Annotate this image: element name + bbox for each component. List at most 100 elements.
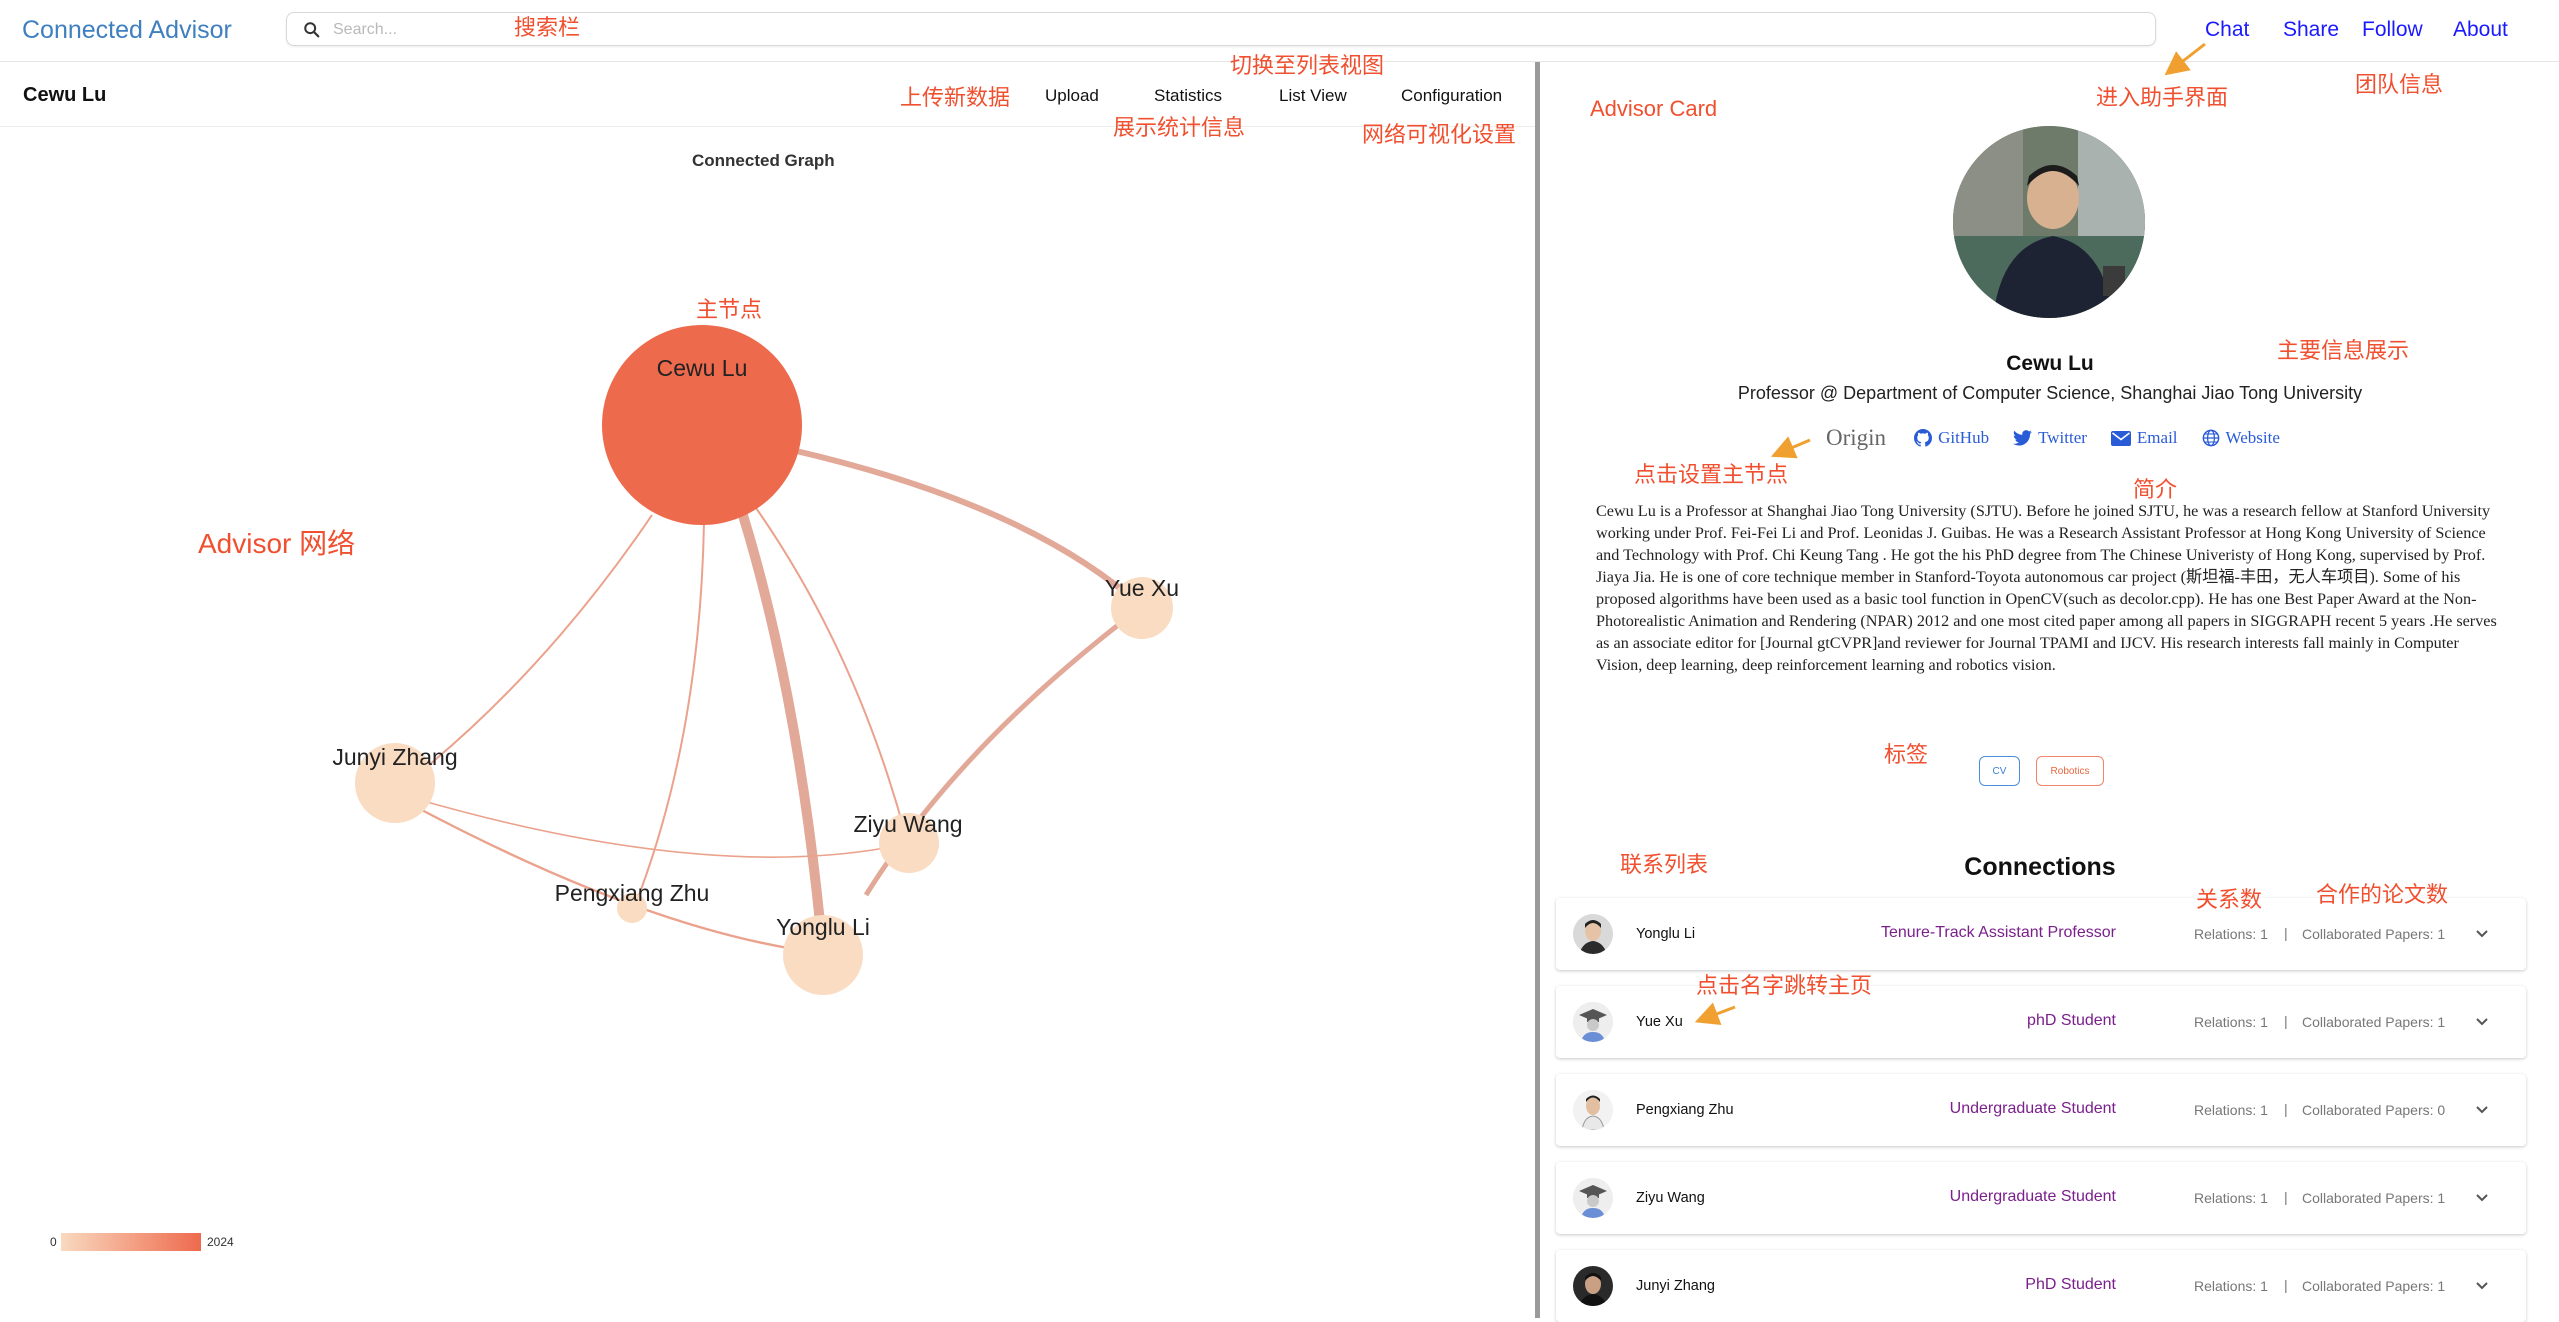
node-label-cewu-lu: Cewu Lu [657, 355, 748, 381]
advisor-links: Origin GitHub Twitter Email Website [1826, 423, 2280, 453]
graduate-cap-avatar-icon [1573, 1002, 1613, 1042]
annotation-advisor-card: Advisor Card [1590, 96, 1718, 121]
avatar-photo-icon [1953, 126, 2145, 318]
panel-divider[interactable] [1535, 62, 1540, 1318]
nav-about[interactable]: About [2453, 18, 2508, 41]
annotation-intro: 简介 [2133, 477, 2178, 502]
node-junyi-zhang[interactable] [355, 743, 435, 823]
annotation-list-view: 切换至列表视图 [1230, 53, 1385, 78]
graph-nodes [355, 325, 1173, 995]
email-icon [2110, 430, 2131, 446]
statistics-button[interactable]: Statistics [1154, 86, 1223, 105]
connection-papers: Collaborated Papers: 1 [2302, 926, 2446, 942]
upload-button[interactable]: Upload [1045, 86, 1099, 105]
connection-role: Undergraduate Student [1949, 1100, 2116, 1117]
node-label-yue-xu: Yue Xu [1105, 575, 1179, 601]
node-yonglu-li[interactable] [783, 915, 863, 995]
annotation-main-node: 主节点 [696, 297, 763, 322]
annotation-connections-list: 联系列表 [1620, 852, 1709, 877]
annotation-upload: 上传新数据 [900, 85, 1011, 110]
advisor-bio: Cewu Lu is a Professor at Shanghai Jiao … [1596, 502, 2497, 674]
connection-row[interactable]: Yonglu Li Tenure-Track Assistant Profess… [1556, 898, 2526, 970]
connection-name[interactable]: Junyi Zhang [1636, 1278, 1715, 1294]
nav-chat[interactable]: Chat [2205, 18, 2250, 41]
connection-role: Undergraduate Student [1949, 1188, 2116, 1205]
edge-cewu-pengxiang [633, 521, 705, 909]
arrow-origin-icon [1770, 436, 1811, 459]
connection-relations: Relations: 1 [2194, 1190, 2268, 1206]
node-yue-xu[interactable] [1111, 577, 1173, 639]
edge-cewu-yonglu [737, 510, 828, 955]
globe-icon [2202, 429, 2219, 447]
advisor-network-graph[interactable]: Cewu Lu Yue Xu Junyi Zhang Ziyu Wang Pen… [0, 130, 1535, 1318]
chevron-down-icon[interactable] [2474, 1101, 2490, 1117]
connection-papers: Collaborated Papers: 0 [2302, 1102, 2446, 1118]
github-label: GitHub [1938, 428, 1990, 447]
edge-cewu-junyi [397, 514, 653, 791]
annotation-statistics: 展示统计信息 [1113, 115, 1246, 140]
edge-junyi-yonglu [417, 806, 789, 950]
advisor-position: Professor @ Department of Computer Scien… [1737, 383, 2363, 403]
connection-relations: Relations: 1 [2194, 1102, 2268, 1118]
connection-role: PhD Student [2025, 1276, 2116, 1293]
connection-row[interactable]: Ziyu Wang Undergraduate Student Relation… [1556, 1162, 2526, 1234]
left-header [0, 63, 1535, 127]
chevron-down-icon[interactable] [2474, 1013, 2490, 1029]
configuration-button[interactable]: Configuration [1401, 86, 1503, 105]
nav-follow[interactable]: Follow [2362, 18, 2423, 41]
connection-separator: | [2284, 1013, 2288, 1029]
search-input[interactable] [333, 18, 2033, 42]
connection-papers: Collaborated Papers: 1 [2302, 1014, 2446, 1030]
chevron-down-icon[interactable] [2474, 1277, 2490, 1293]
connection-relations: Relations: 1 [2194, 1278, 2268, 1294]
edge-cewu-ziyu [755, 507, 906, 834]
tag-robotics[interactable]: Robotics [2036, 756, 2104, 786]
annotation-tags: 标签 [1884, 742, 1929, 767]
advisor-avatar [1953, 126, 2145, 318]
year-color-legend [61, 1233, 201, 1251]
search-box[interactable] [286, 12, 2156, 46]
email-link[interactable]: Email [2110, 428, 2178, 448]
annotation-main-info: 主要信息展示 [2277, 338, 2410, 363]
graph-labels: Cewu Lu Yue Xu Junyi Zhang Ziyu Wang Pen… [332, 355, 1179, 940]
annotation-papers: 合作的论文数 [2316, 882, 2449, 907]
tag-cv[interactable]: CV [1979, 756, 2020, 786]
annotation-network: Advisor 网络 [198, 528, 356, 559]
search-icon [304, 22, 320, 38]
annotation-search: 搜索栏 [514, 15, 581, 40]
node-label-pengxiang-zhu: Pengxiang Zhu [555, 880, 710, 906]
website-link[interactable]: Website [2202, 428, 2280, 448]
annotation-team: 团队信息 [2355, 72, 2444, 97]
website-label: Website [2225, 428, 2280, 447]
chevron-down-icon[interactable] [2474, 925, 2490, 941]
node-pengxiang-zhu[interactable] [617, 893, 647, 923]
annotation-config: 网络可视化设置 [1362, 122, 1517, 147]
node-cewu-lu[interactable] [602, 325, 802, 525]
connection-name[interactable]: Yonglu Li [1636, 926, 1696, 942]
connection-row[interactable]: Junyi Zhang PhD Student Relations: 1 | C… [1556, 1250, 2526, 1322]
connection-relations: Relations: 1 [2194, 926, 2268, 942]
connection-name[interactable]: Ziyu Wang [1636, 1190, 1705, 1206]
app-title[interactable]: Connected Advisor [22, 16, 232, 44]
chevron-down-icon[interactable] [2474, 1189, 2490, 1205]
twitter-icon [2013, 430, 2033, 446]
connection-name[interactable]: Yue Xu [1636, 1014, 1683, 1030]
node-ziyu-wang[interactable] [879, 813, 939, 873]
connection-separator: | [2284, 1189, 2288, 1205]
list-view-button[interactable]: List View [1279, 86, 1347, 105]
graduate-cap-avatar-icon [1573, 1178, 1613, 1218]
github-icon [1914, 429, 1933, 447]
connection-role: phD Student [2027, 1012, 2116, 1029]
email-label: Email [2136, 428, 2178, 447]
connection-name[interactable]: Pengxiang Zhu [1636, 1102, 1734, 1118]
origin-button[interactable]: Origin [1826, 425, 1887, 450]
graph-title: Connected Graph [692, 151, 835, 170]
twitter-link[interactable]: Twitter [2013, 428, 2087, 448]
connection-row[interactable]: Pengxiang Zhu Undergraduate Student Rela… [1556, 1074, 2526, 1146]
github-link[interactable]: GitHub [1914, 428, 1989, 448]
connection-relations: Relations: 1 [2194, 1014, 2268, 1030]
nav-share[interactable]: Share [2283, 18, 2340, 41]
legend-max-label: 2024 [207, 1235, 234, 1249]
connection-role: Tenure-Track Assistant Professor [1880, 924, 2116, 941]
annotation-relations: 关系数 [2196, 887, 2263, 912]
